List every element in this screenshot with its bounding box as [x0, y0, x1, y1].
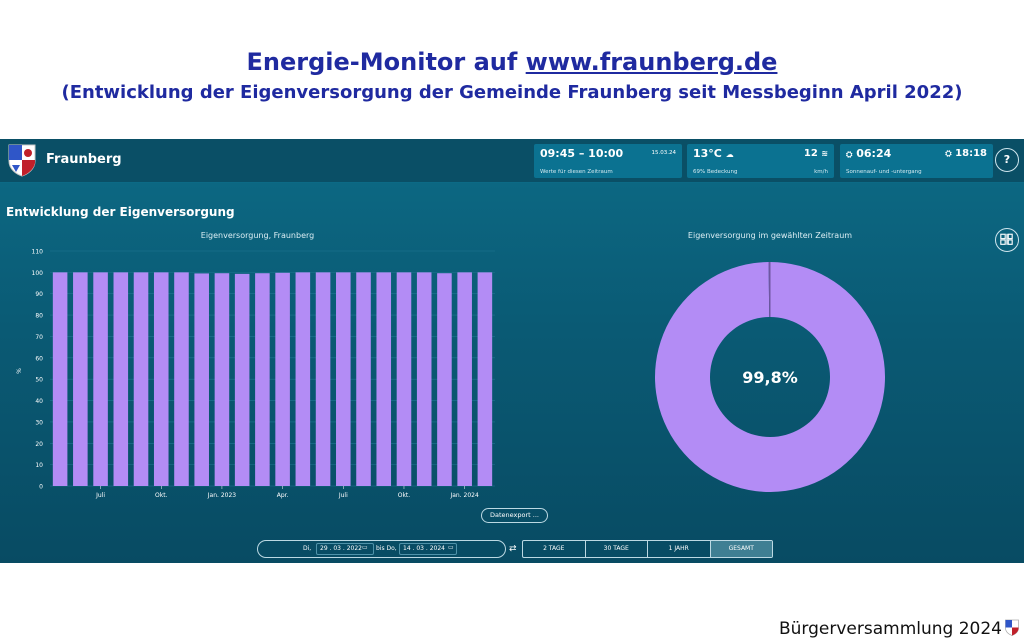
sunset-time: 18:18	[955, 148, 987, 159]
bar-chart: 0 10 20 30 40 50 60 70 80 90 100 110% Juli Okt. Jan. 2…	[16, 249, 495, 499]
site-name: Fraunberg	[46, 152, 122, 167]
bar-20	[437, 273, 452, 486]
x-tick-label: Okt.	[155, 492, 168, 499]
swap-icon[interactable]: ⇄	[509, 544, 517, 554]
y-tick-label: 70	[35, 334, 43, 341]
bar-19	[416, 272, 432, 486]
bar-21	[457, 272, 472, 486]
bar-3	[93, 272, 108, 486]
bar-10	[234, 273, 250, 486]
to-date-field[interactable]: 14 . 03 . 2024	[399, 543, 457, 555]
x-tick-label: Juli	[95, 492, 105, 499]
slide-subtitle: (Entwicklung der Eigenversorgung der Gem…	[61, 82, 963, 103]
y-tick-label: 90	[35, 291, 43, 298]
help-button[interactable]: ?	[995, 148, 1019, 172]
weather-card: 13°C ☁ 69% Bedeckung 12 ≋ km/h	[687, 144, 834, 178]
sunrise-time: 06:24	[856, 147, 892, 160]
bar-5	[133, 272, 149, 486]
bar-1	[52, 272, 68, 486]
y-tick-label: 40	[35, 398, 43, 405]
time-caption: Werte für diesen Zeitraum	[540, 169, 613, 175]
cloud-cover: 69% Bedeckung	[693, 169, 738, 175]
y-tick-label: 80	[35, 313, 43, 320]
title-prefix: Energie-Monitor auf	[246, 48, 526, 76]
to-date-value: 14 . 03 . 2024	[403, 545, 445, 552]
bar-16	[356, 272, 371, 486]
bar-chart-title: Eigenversorgung, Fraunberg	[200, 231, 315, 240]
y-tick-label: 10	[35, 462, 43, 469]
current-date: 15.03.24	[651, 150, 677, 156]
from-date-field[interactable]: 29 . 03 . 2022	[316, 543, 374, 555]
wind-icon: ≋	[821, 149, 828, 158]
sunset-icon: ⛭	[945, 149, 952, 158]
to-calendar-icon[interactable]: ▭	[448, 544, 454, 551]
bar-8	[194, 273, 209, 486]
donut-slice-1	[655, 262, 885, 492]
x-tick-label: Okt.	[398, 492, 411, 499]
bar-4	[113, 272, 129, 486]
energy-monitor-app: Fraunberg 09:45 – 10:00 15.03.24 Werte f…	[0, 139, 1024, 563]
bar-7	[174, 272, 189, 486]
y-tick-label: 30	[35, 419, 43, 426]
y-tick-label: 60	[35, 355, 43, 362]
x-tick-label: Jan. 2023	[207, 492, 237, 499]
footer-coat-of-arms-icon	[1005, 619, 1019, 636]
y-tick-label: 50	[35, 377, 43, 384]
sunrise-icon: ⛭	[846, 150, 853, 159]
bar-18	[396, 272, 412, 486]
range-30-days-button[interactable]: 30 TAGE	[586, 541, 648, 557]
from-calendar-icon[interactable]: ▭	[362, 544, 368, 551]
layout-icon	[1000, 233, 1013, 245]
range-total-button[interactable]: GESAMT	[710, 541, 772, 557]
slide-title: Energie-Monitor auf www.fraunberg.de	[0, 48, 1024, 76]
time-card: 09:45 – 10:00 15.03.24 Werte für diesen …	[534, 144, 682, 178]
to-prefix: bis Do,	[376, 545, 397, 552]
bar-13	[295, 272, 311, 486]
x-tick-label: Apr.	[277, 492, 289, 499]
donut-center-label: 99,8%	[742, 368, 798, 387]
coat-of-arms-icon	[8, 144, 36, 177]
bar-14	[315, 272, 331, 486]
data-export-button[interactable]: Datenexport ...	[481, 508, 548, 523]
temperature: 13°C	[693, 147, 722, 160]
x-tick-label: Juli	[338, 492, 348, 499]
bar-11	[255, 273, 270, 486]
y-tick-label: 20	[35, 441, 43, 448]
section-title: Entwicklung der Eigenversorgung	[6, 205, 235, 219]
layout-toggle-button[interactable]	[995, 228, 1019, 252]
time-range: 09:45 – 10:00	[540, 147, 624, 160]
donut-chart-title: Eigenversorgung im gewählten Zeitraum	[687, 231, 853, 240]
app-header: Fraunberg 09:45 – 10:00 15.03.24 Werte f…	[0, 139, 1024, 183]
y-tick-label: 0	[39, 484, 43, 491]
wind-speed: 12	[803, 148, 818, 159]
y-axis-label: %	[16, 368, 23, 374]
bar-15	[336, 272, 351, 486]
bar-22	[477, 272, 493, 486]
bar-6	[153, 272, 169, 486]
x-tick-label: Jan. 2024	[449, 492, 479, 499]
bar-17	[376, 272, 392, 486]
donut-chart: 99,8%	[655, 262, 885, 492]
slide-footer: Bürgerversammlung 2024	[778, 619, 1002, 639]
bar-12	[275, 272, 290, 486]
date-range-picker: Di, 29 . 03 . 2022 ▭ bis Do, 14 . 03 . 2…	[257, 540, 506, 558]
range-selector: 2 TAGE 30 TAGE 1 JAHR GESAMT	[522, 540, 773, 558]
from-prefix: Di,	[303, 545, 312, 552]
sun-caption: Sonnenauf- und -untergang	[846, 169, 922, 175]
from-date-value: 29 . 03 . 2022	[320, 545, 362, 552]
wind-unit: km/h	[814, 169, 828, 175]
y-tick-label: 100	[32, 270, 44, 277]
title-link[interactable]: www.fraunberg.de	[525, 48, 778, 76]
y-tick-label: 110	[32, 249, 44, 256]
sun-card: ⛭ 06:24 ⛭ 18:18 Sonnenauf- und -untergan…	[840, 144, 993, 178]
range-1-year-button[interactable]: 1 JAHR	[648, 541, 711, 557]
range-2-days-button[interactable]: 2 TAGE	[523, 541, 586, 557]
cloud-icon: ☁	[725, 150, 734, 159]
bar-9	[214, 273, 230, 486]
bar-2	[73, 272, 88, 486]
